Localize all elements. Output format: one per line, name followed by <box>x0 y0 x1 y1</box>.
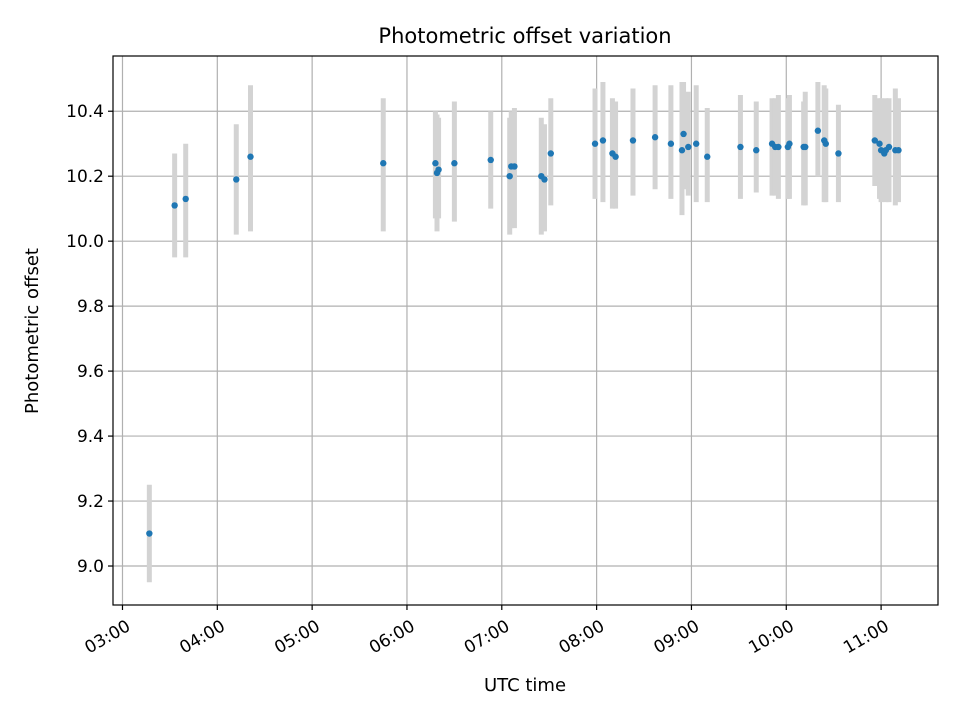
data-point <box>667 140 675 147</box>
y-axis-ticks: 9.0 9.2 9.4 9.6 9.8 10.0 10.2 10.4 <box>66 102 113 577</box>
data-points <box>146 127 902 537</box>
data-point <box>737 143 744 151</box>
data-point <box>775 143 782 151</box>
chart-title: Photometric offset variation <box>378 24 671 48</box>
y-tick-label: 9.6 <box>77 362 104 382</box>
data-point <box>547 150 554 157</box>
data-point <box>506 172 513 180</box>
data-point <box>435 166 442 173</box>
data-point <box>814 127 822 134</box>
plot-frame <box>112 55 939 606</box>
y-tick-label: 9.0 <box>77 557 104 577</box>
data-point <box>835 150 842 157</box>
data-point <box>432 160 439 167</box>
data-point <box>629 137 637 144</box>
data-point <box>511 163 518 170</box>
y-tick-label: 9.2 <box>77 492 104 512</box>
data-point <box>487 156 494 164</box>
x-axis-label: UTC time <box>484 675 566 696</box>
y-tick-label: 10.0 <box>66 232 104 252</box>
data-point <box>871 137 878 144</box>
y-tick-label: 10.4 <box>66 102 104 122</box>
data-point <box>678 147 686 154</box>
data-point <box>802 143 809 151</box>
y-tick-label: 9.8 <box>77 297 104 317</box>
data-point <box>651 134 659 141</box>
data-point <box>692 140 700 147</box>
y-tick-label: 9.4 <box>77 427 104 447</box>
data-point <box>680 130 687 138</box>
data-point <box>171 202 178 209</box>
data-point <box>146 530 153 537</box>
data-point <box>247 153 254 160</box>
data-point <box>876 140 883 147</box>
data-point <box>685 143 692 151</box>
data-point <box>233 176 240 183</box>
data-point <box>599 137 607 144</box>
data-point <box>541 176 548 183</box>
data-point <box>612 153 619 160</box>
data-point <box>380 160 387 167</box>
data-point <box>591 140 599 147</box>
data-point <box>895 147 902 154</box>
data-point <box>885 143 893 151</box>
data-point <box>704 153 711 160</box>
data-point <box>786 140 793 147</box>
data-point <box>753 147 760 154</box>
y-axis-label: Photometric offset <box>22 248 43 414</box>
y-tick-label: 10.2 <box>66 167 104 187</box>
data-point <box>822 140 829 147</box>
data-point <box>182 195 189 203</box>
data-point <box>451 160 458 167</box>
